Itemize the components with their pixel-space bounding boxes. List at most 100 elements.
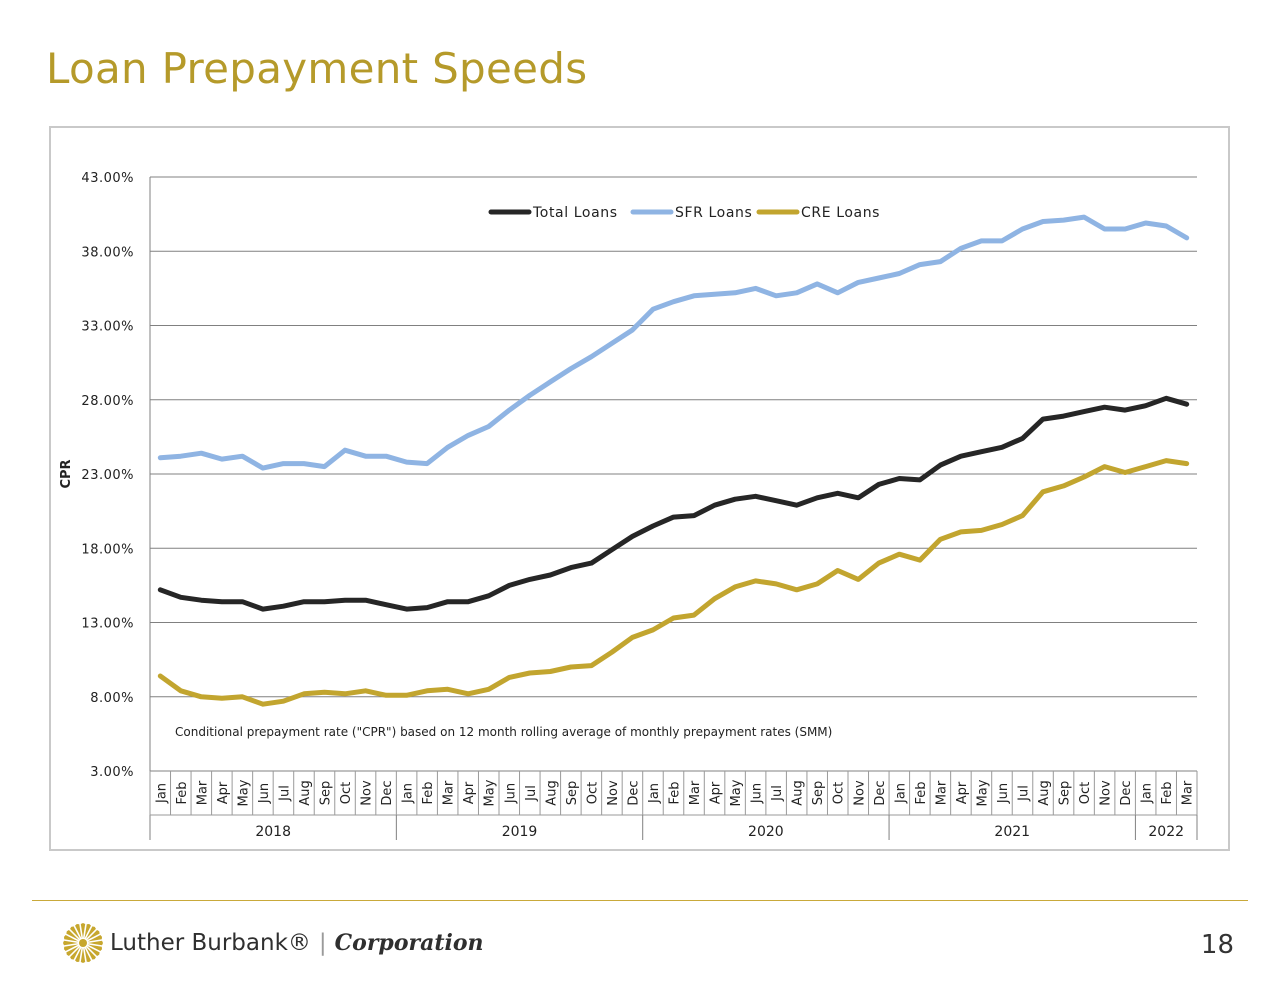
x-tick-label: May <box>236 779 251 806</box>
sunburst-petal <box>63 940 78 946</box>
x-tick-label: Jun <box>257 783 272 804</box>
x-tick-label: Dec <box>626 780 641 805</box>
sunburst-petal <box>63 935 79 942</box>
y-tick-label: 23.00% <box>81 468 134 483</box>
sunburst-petal <box>75 947 82 963</box>
y-tick-label: 3.00% <box>90 765 134 780</box>
x-tick-label: Aug <box>791 780 806 805</box>
sfr-loans-line <box>157 214 1190 471</box>
x-tick-label: Apr <box>462 781 477 804</box>
x-tick-label: Jan <box>154 783 169 804</box>
x-tick-label: Sep <box>1058 781 1073 806</box>
company-logo: Luther Burbank® | Corporation <box>62 922 484 964</box>
page-title: Loan Prepayment Speeds <box>46 44 588 93</box>
x-tick-label: Feb <box>421 781 436 804</box>
logo-corporation: Corporation <box>334 930 484 956</box>
sunburst-petal <box>66 930 79 941</box>
x-year-label: 2020 <box>748 824 784 840</box>
y-tick-label: 43.00% <box>81 171 134 186</box>
x-tick-label: Sep <box>811 781 826 806</box>
x-tick-label: Nov <box>1099 780 1114 806</box>
page-number: 18 <box>1200 930 1234 960</box>
sunburst-center <box>79 939 87 947</box>
sunburst-petal <box>88 940 103 946</box>
x-tick-label: Jun <box>996 783 1011 804</box>
sunburst-petal <box>75 923 82 939</box>
chart-frame: 3.00% 8.00% 13.00% 18.00% 23.00% 28.00% 33.00%… <box>49 126 1230 851</box>
x-tick-label: Feb <box>175 781 190 804</box>
x-tick-label: Aug <box>1037 780 1052 805</box>
sunburst-petal <box>85 947 96 960</box>
x-tick-label: Jan <box>647 783 662 804</box>
legend-item-sfr-loans-label: SFR Loans <box>675 205 752 221</box>
logo-company-name: Luther Burbank® <box>110 930 311 956</box>
x-tick-label: Jul <box>277 785 292 802</box>
x-tick-label: Jan <box>401 783 416 804</box>
x-tick-label: Mar <box>934 780 949 805</box>
sunburst-petal <box>87 930 100 941</box>
logo-separator: | <box>318 930 327 956</box>
x-tick-label: May <box>975 779 990 806</box>
x-tick-label: Jul <box>524 785 539 802</box>
x-tick-label: Jun <box>503 783 518 804</box>
sunburst-petal <box>70 926 81 939</box>
sunburst-logo-icon <box>63 923 103 963</box>
sunburst-petal <box>80 948 86 963</box>
x-tick-label: Aug <box>298 780 313 805</box>
sunburst-petal <box>87 935 103 942</box>
sunburst-petal <box>87 945 100 956</box>
x-tick-label: Nov <box>360 780 375 806</box>
x-tick-label: Feb <box>914 781 929 804</box>
x-tick-label: Dec <box>873 780 888 805</box>
y-tick-label: 8.00% <box>90 691 134 706</box>
x-tick-label: Oct <box>832 782 847 804</box>
sunburst-petal <box>80 923 86 938</box>
sunburst-petal <box>70 947 81 960</box>
x-tick-label: Oct <box>585 782 600 804</box>
x-tick-label: Apr <box>955 781 970 804</box>
x-tick-label: Sep <box>565 781 580 806</box>
sunburst-petal <box>87 944 103 951</box>
x-tick-label: Dec <box>1119 780 1134 805</box>
y-tick-label: 28.00% <box>81 394 134 409</box>
x-tick-label: Jul <box>770 785 785 802</box>
x-tick-label: Jul <box>1017 785 1032 802</box>
x-tick-label: Jun <box>750 783 765 804</box>
x-tick-label: Oct <box>339 782 354 804</box>
x-tick-label: Feb <box>1160 781 1175 804</box>
chart-annotation: Conditional prepayment rate ("CPR") base… <box>175 725 832 739</box>
x-tick-label: Mar <box>442 780 457 805</box>
sunburst-petal <box>63 944 79 951</box>
y-axis-label: CPR <box>59 459 74 488</box>
x-year-label: 2018 <box>255 824 291 840</box>
x-tick-label: Oct <box>1078 782 1093 804</box>
x-year-label: 2022 <box>1148 824 1184 840</box>
x-tick-label: Nov <box>606 780 621 806</box>
x-tick-label: Feb <box>668 781 683 804</box>
sunburst-petal <box>66 945 79 956</box>
x-tick-label: Apr <box>216 781 231 804</box>
x-tick-label: Nov <box>852 780 867 806</box>
x-tick-label: Mar <box>1181 780 1196 805</box>
legend-item-cre-loans-label: CRE Loans <box>801 205 880 221</box>
footer-divider <box>32 900 1248 901</box>
sunburst-petal <box>85 926 96 939</box>
sunburst-petal <box>84 923 91 939</box>
y-tick-label: 13.00% <box>81 617 134 632</box>
x-tick-label: Sep <box>319 781 334 806</box>
y-tick-label: 33.00% <box>81 320 134 335</box>
legend-item-total-loans-label: Total Loans <box>532 205 618 221</box>
x-tick-label: Mar <box>688 780 703 805</box>
x-tick-label: May <box>729 779 744 806</box>
x-tick-label: Jan <box>893 783 908 804</box>
total-loans-line <box>157 395 1190 612</box>
x-year-label: 2019 <box>502 824 538 840</box>
x-tick-label: May <box>483 779 498 806</box>
y-tick-label: 18.00% <box>81 542 134 557</box>
x-tick-label: Mar <box>195 780 210 805</box>
x-tick-label: Apr <box>709 781 724 804</box>
x-tick-label: Aug <box>544 780 559 805</box>
x-year-label: 2021 <box>994 824 1030 840</box>
cre-loans-line <box>157 458 1190 707</box>
sunburst-petal <box>84 947 91 963</box>
